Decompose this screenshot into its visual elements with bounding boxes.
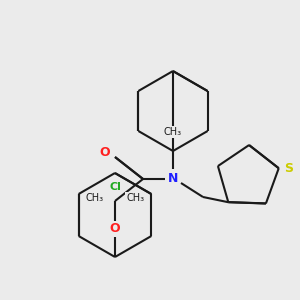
Text: S: S [284,162,293,175]
Text: CH₃: CH₃ [85,193,104,203]
Text: O: O [100,146,110,158]
Text: O: O [110,223,120,236]
Text: CH₃: CH₃ [126,193,144,203]
Text: Cl: Cl [109,182,121,192]
Text: CH₃: CH₃ [164,127,182,137]
Text: N: N [168,172,178,185]
